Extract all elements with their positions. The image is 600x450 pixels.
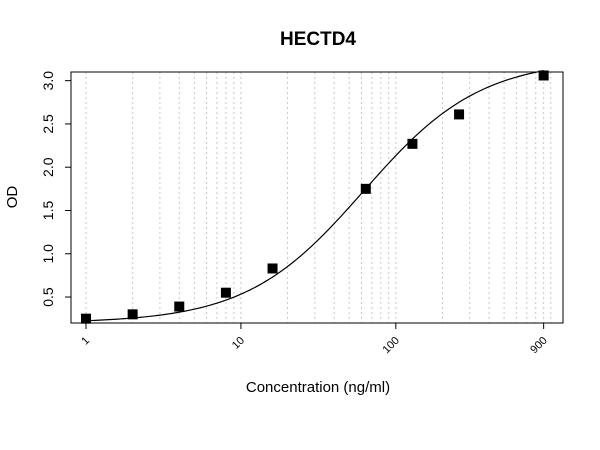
y-tick-label: 1.0 — [40, 244, 56, 264]
y-tick-label: 1.5 — [40, 201, 56, 221]
x-tick-label: 1 — [79, 335, 92, 348]
fit-curve — [85, 70, 544, 322]
data-point — [454, 109, 465, 120]
x-axis-label: Concentration (ng/ml) — [246, 379, 390, 396]
data-point — [81, 313, 92, 324]
x-tick-label: 10 — [230, 335, 247, 352]
y-axis: 0.5 1.0 1.5 2.0 2.5 3.0 — [40, 71, 71, 307]
data-point — [538, 70, 549, 81]
x-tick-label: 100 — [380, 335, 401, 356]
data-point — [267, 263, 278, 274]
data-points — [81, 70, 549, 324]
data-point — [127, 309, 138, 320]
y-tick-label: 0.5 — [40, 287, 56, 307]
data-point — [174, 301, 185, 312]
plot-frame — [70, 71, 564, 324]
x-tick-label: 900 — [528, 335, 549, 356]
y-tick-label: 2.5 — [40, 114, 56, 134]
y-tick-label: 2.0 — [40, 157, 56, 177]
data-point — [360, 183, 371, 194]
grid — [85, 72, 552, 323]
data-point — [220, 287, 231, 298]
x-axis: 1 10 100 900 — [79, 323, 550, 356]
y-tick-label: 3.0 — [40, 71, 56, 91]
chart-title: HECTD4 — [280, 29, 356, 50]
y-axis-label: OD — [4, 186, 21, 209]
data-point — [407, 138, 418, 149]
